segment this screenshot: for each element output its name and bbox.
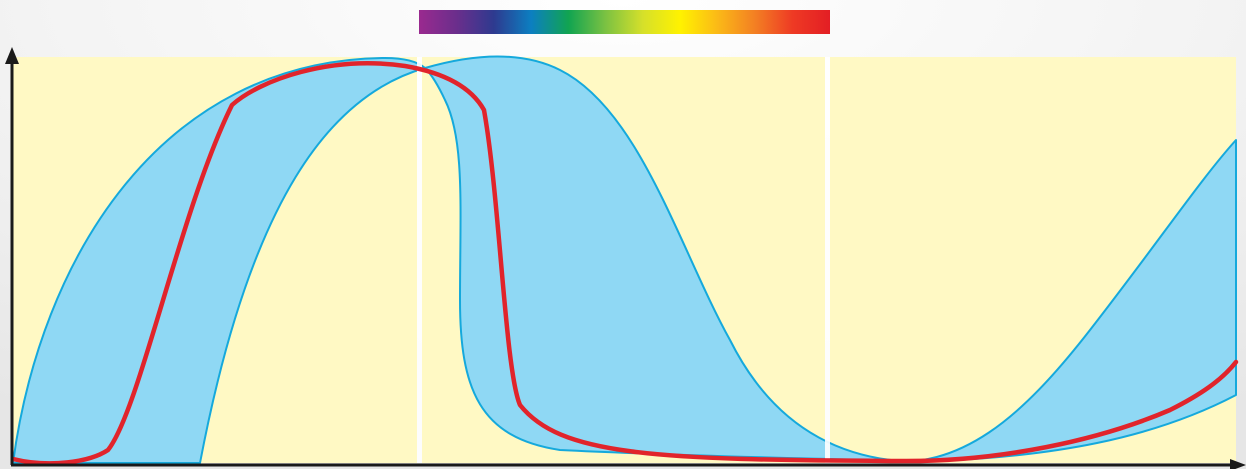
- arrow-right-icon: [1230, 459, 1246, 469]
- divider-1: [417, 57, 422, 463]
- arrow-up-icon: [5, 47, 19, 64]
- spectrum-bar: [419, 10, 830, 34]
- band-left: [12, 57, 426, 464]
- axes: [5, 47, 1246, 469]
- divider-2: [825, 57, 830, 463]
- red-curve: [10, 61, 1239, 466]
